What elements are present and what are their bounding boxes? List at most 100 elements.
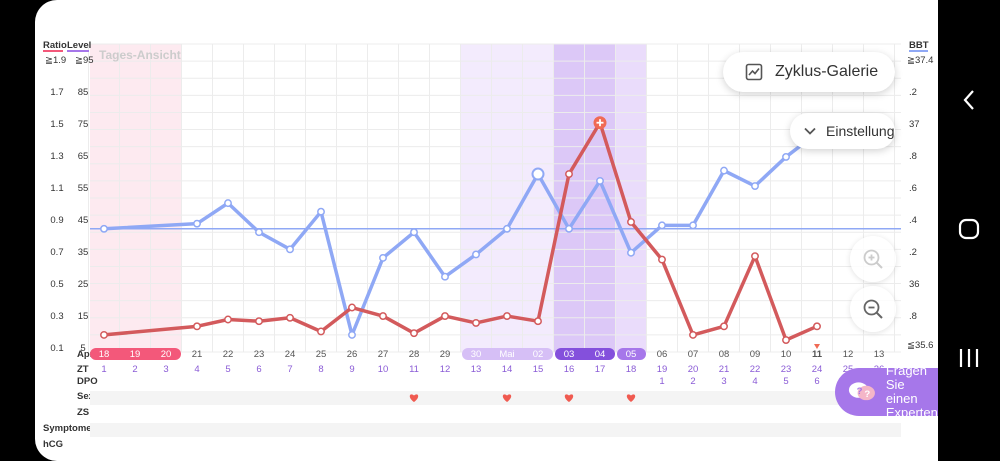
date-label: 23 (254, 349, 265, 360)
bbt-point (441, 272, 449, 281)
ratio-tick: 0.3 (50, 311, 63, 322)
ovulation-marker (531, 167, 545, 181)
date-label: 28 (409, 349, 420, 360)
bbt-tick: .2 (909, 247, 917, 258)
zt-label: 10 (378, 364, 389, 375)
level-tick: 75 (78, 119, 89, 130)
level-tick: 55 (78, 183, 89, 194)
bbt-point (193, 219, 201, 228)
bbt-point (658, 221, 666, 230)
ask-expert-button[interactable]: ? ? Fragen Sie einen Experten (835, 364, 938, 420)
ratio-point (472, 318, 480, 327)
zt-label: 7 (287, 364, 292, 375)
bbt-tick: 36 (909, 279, 920, 290)
zt-label: 18 (626, 364, 637, 375)
zt-label: 1 (101, 364, 106, 375)
date-label: 22 (223, 349, 234, 360)
cycle-chart[interactable]: Ratio Level≧1.9 ≧95 BBT ≧37.4 ≦35.6 1.7 1.5 1.3 1… (35, 0, 938, 461)
zt-label: 16 (564, 364, 575, 375)
bbt-point (596, 176, 604, 185)
expert-line-3: Experten (885, 405, 938, 420)
settings-button[interactable]: Einstellung (790, 113, 895, 149)
expert-line-2: Sie einen (885, 377, 918, 406)
ratio-point (658, 255, 666, 264)
zt-label: 15 (533, 364, 544, 375)
date-label: 19 (130, 349, 141, 360)
ratio-tick: 0.7 (50, 247, 63, 258)
ratio-point (379, 312, 387, 321)
dpo-label: 2 (690, 376, 695, 387)
ratio-point (782, 336, 790, 344)
level-tick: 5 (80, 343, 85, 354)
ratio-tick: 1.7 (50, 87, 63, 98)
home-button[interactable] (938, 199, 1000, 259)
zoom-in-button[interactable] (850, 236, 896, 282)
back-icon (963, 90, 974, 110)
date-label: 06 (657, 349, 668, 360)
bbt-point (100, 224, 108, 233)
date-label: 12 (843, 349, 854, 360)
date-label: 25 (316, 349, 327, 360)
expert-line-1: Fragen (885, 363, 928, 378)
date-label: 26 (347, 349, 358, 360)
row-label-zs: ZS (77, 407, 89, 418)
zt-label: 11 (409, 364, 419, 375)
zt-label: 12 (440, 364, 451, 375)
ratio-point (751, 252, 759, 261)
row-label-dpo: DPO (77, 376, 98, 387)
date-label: 07 (688, 349, 699, 360)
date-label: 03 (564, 349, 575, 360)
bbt-point (689, 221, 697, 230)
date-label: 05 (626, 349, 637, 360)
date-label: 04 (595, 349, 606, 360)
zoom-out-button[interactable] (850, 286, 896, 332)
ratio-tick: 0.9 (50, 215, 63, 226)
symptome-row-bg (90, 423, 901, 437)
back-button[interactable] (938, 70, 1000, 130)
chart-icon (745, 63, 763, 81)
ratio-tick: 1.5 (50, 119, 63, 130)
ratio-point (410, 329, 418, 338)
level-tick: 85 (78, 87, 89, 98)
ratio-point (348, 303, 356, 312)
bbt-point (782, 152, 790, 161)
zt-label: 20 (688, 364, 699, 375)
bbt-point (255, 228, 263, 237)
row-label-date: Apr. (77, 349, 95, 360)
ratio-tick: 0.1 (50, 343, 63, 354)
cycle-gallery-button[interactable]: Zyklus-Galerie (723, 52, 895, 92)
bbt-tick: .4 (909, 215, 917, 226)
date-label: 10 (781, 349, 792, 360)
level-tick: 15 (78, 311, 89, 322)
date-label: 27 (378, 349, 389, 360)
bbt-tick: .6 (909, 183, 917, 194)
zt-label: 8 (318, 364, 323, 375)
date-label: 09 (750, 349, 761, 360)
sex-heart-icon (626, 394, 636, 402)
date-label: 11 (812, 349, 823, 360)
bbt-point (348, 330, 356, 339)
date-label: 08 (719, 349, 730, 360)
zoom-out-icon (863, 299, 883, 319)
recents-button[interactable] (938, 328, 1000, 388)
ratio-top-label: ≧1.9 (45, 55, 66, 66)
zt-label: 3 (163, 364, 168, 375)
ratio-point (286, 313, 294, 322)
bbt-tick: .2 (909, 87, 917, 98)
fertile-date-pill (462, 348, 553, 360)
zt-label: 6 (256, 364, 261, 375)
level-top-label: ≧95 (75, 55, 94, 66)
bbt-point (565, 224, 573, 233)
bbt-bottom-label: ≦35.6 (907, 340, 933, 351)
ratio-point (720, 322, 728, 331)
system-nav-bar (938, 0, 1000, 461)
row-label-zt: ZT (77, 364, 89, 375)
period-date-pill (90, 348, 181, 360)
zt-label: 13 (471, 364, 482, 375)
zt-label: 5 (225, 364, 230, 375)
ratio-point (224, 315, 232, 324)
ratio-point (813, 322, 821, 331)
bbt-point (751, 182, 759, 190)
zt-label: 21 (719, 364, 730, 375)
chat-question-icon: ? ? (848, 382, 875, 401)
